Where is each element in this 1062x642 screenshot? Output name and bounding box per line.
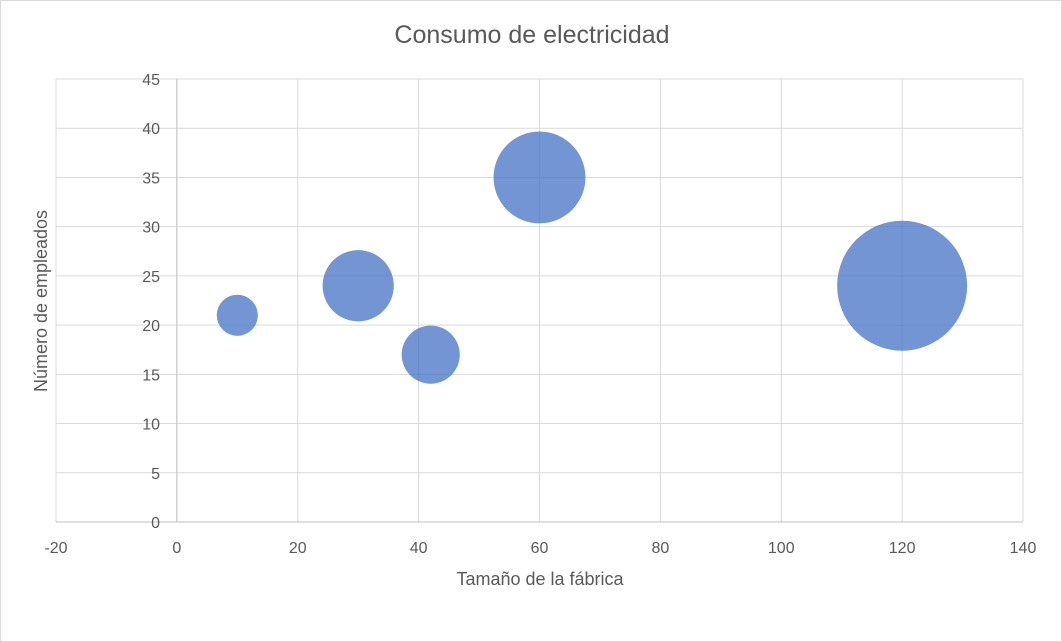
axes	[56, 79, 1023, 523]
x-tick-label: 120	[889, 540, 916, 557]
x-axis-title: Tamaño de la fábrica	[456, 569, 624, 589]
x-tick-label: 0	[172, 540, 181, 557]
y-tick-label: 45	[142, 72, 160, 89]
y-tick-label: 20	[142, 318, 160, 335]
y-axis-title: Número de empleados	[31, 210, 51, 392]
y-tick-label: 35	[142, 170, 160, 187]
x-tick-label: 40	[410, 540, 428, 557]
x-tick-label: 60	[531, 540, 549, 557]
y-tick-label: 25	[142, 269, 160, 286]
y-tick-labels: 0 5 10 15 20 25 30 35 40 45	[142, 72, 160, 532]
y-tick-label: 10	[142, 417, 160, 434]
y-tick-label: 15	[142, 367, 160, 384]
bubble-3	[493, 131, 586, 224]
bubbles	[216, 131, 968, 384]
x-tick-label: 20	[289, 540, 307, 557]
x-tick-label: 80	[651, 540, 669, 557]
y-tick-label: 5	[151, 466, 160, 483]
x-tick-label: 140	[1010, 540, 1037, 557]
bubble-4	[837, 220, 968, 351]
x-tick-labels: -20 0 20 40 60 80 100 120 140	[44, 540, 1036, 557]
y-tick-label: 0	[151, 515, 160, 532]
bubble-2	[401, 325, 460, 384]
chart-title: Consumo de electricidad	[394, 21, 669, 49]
y-tick-label: 40	[142, 121, 160, 138]
y-tick-label: 30	[142, 220, 160, 237]
bubble-0	[216, 294, 258, 336]
bubble-1	[322, 250, 394, 322]
x-tick-label: 100	[768, 540, 795, 557]
x-tick-label: -20	[44, 540, 67, 557]
